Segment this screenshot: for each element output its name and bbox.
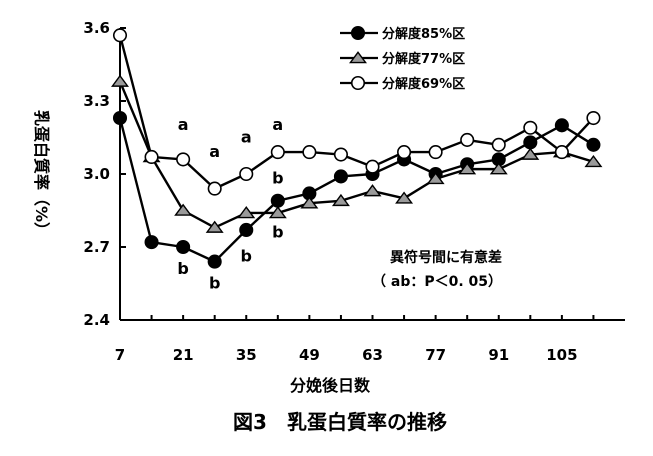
y-ticks: 2.4 2.7 3.0 3.3 3.6 xyxy=(83,19,126,329)
series-3-point xyxy=(333,147,348,162)
significance-note-line-2: （ ab：P＜0. 05） xyxy=(372,274,502,290)
series-1-point xyxy=(239,222,254,238)
series-3-line xyxy=(118,34,595,190)
series-3-point xyxy=(239,166,254,182)
series-2-point xyxy=(268,206,287,219)
x-tick-label: 91 xyxy=(488,346,509,364)
series-3 xyxy=(112,28,601,196)
series-1-point xyxy=(270,193,285,208)
y-tick-label: 3.0 xyxy=(83,165,110,183)
series-1 xyxy=(112,110,601,269)
significance-letter: a xyxy=(272,115,283,134)
figure-caption: 図3 乳蛋白質率の推移 xyxy=(233,410,447,434)
significance-letter: a xyxy=(178,115,189,134)
x-tick-label: 49 xyxy=(299,346,320,364)
series-2-point xyxy=(521,147,540,160)
series-3-point xyxy=(207,181,222,196)
significance-letter: b xyxy=(177,259,188,278)
y-tick-label: 3.6 xyxy=(83,19,110,37)
series-2-point xyxy=(237,206,256,219)
series-2-point xyxy=(111,74,129,87)
series-1-point xyxy=(554,118,569,133)
legend-marker xyxy=(350,25,366,41)
x-tick-label: 63 xyxy=(362,346,383,364)
significance-letter: a xyxy=(241,127,252,146)
series-1-line xyxy=(118,117,595,263)
legend-label: 分解度85%区 xyxy=(382,26,465,42)
series-1-point xyxy=(207,254,222,269)
series-2-point xyxy=(331,193,350,207)
series-2-point xyxy=(300,196,319,209)
y-tick-label: 2.7 xyxy=(83,238,110,256)
series-3-point xyxy=(270,145,285,160)
x-tick-label: 77 xyxy=(425,346,446,364)
annotation-layer: a a a a b b b b b xyxy=(177,115,283,292)
series-1-point xyxy=(176,239,191,255)
series-3-point xyxy=(554,145,569,160)
series-3-point xyxy=(144,149,159,165)
series-2-point xyxy=(458,162,477,175)
series-2-point xyxy=(395,191,414,204)
series-3-point xyxy=(397,145,412,160)
series-3-point xyxy=(460,132,475,147)
legend-marker xyxy=(349,51,367,64)
series-2-point xyxy=(363,184,382,197)
series-2-point xyxy=(174,203,193,216)
series-2-point xyxy=(426,171,445,185)
legend-label: 分解度69%区 xyxy=(382,76,465,92)
significance-letter: b xyxy=(272,222,283,241)
x-axis-label: 分娩後日数 xyxy=(290,376,371,395)
significance-note-line-1: 異符号間に有意差 xyxy=(390,249,502,266)
series-3-point xyxy=(491,137,506,152)
legend-marker xyxy=(350,75,366,91)
series-3-point xyxy=(586,110,601,126)
series-1-point xyxy=(144,235,159,250)
series-2-point xyxy=(205,220,224,233)
x-tick-label: 35 xyxy=(236,346,257,364)
series-3-point xyxy=(428,145,443,160)
x-tick-label: 21 xyxy=(173,346,194,364)
x-tick-label: 7 xyxy=(115,346,125,364)
significance-letter: b xyxy=(241,247,252,266)
y-tick-label: 2.4 xyxy=(83,311,110,329)
series-2-point xyxy=(584,154,603,168)
series-1-point xyxy=(523,135,538,150)
series-3-point xyxy=(365,159,380,174)
series-3-point xyxy=(302,145,317,160)
legend-label: 分解度77%区 xyxy=(382,51,465,67)
series-2-point xyxy=(489,162,508,175)
x-tick-label: 105 xyxy=(546,346,577,364)
series-3-point xyxy=(176,152,191,167)
series-2 xyxy=(111,74,603,233)
significance-letter: b xyxy=(209,273,220,292)
series-layer xyxy=(111,28,603,269)
series-1-point xyxy=(586,137,601,152)
series-2-line xyxy=(118,81,594,229)
series-1-point xyxy=(112,110,128,126)
series-3-point xyxy=(523,120,538,135)
significance-letter: b xyxy=(272,169,283,188)
series-3-point xyxy=(112,28,128,43)
y-axis-label: 乳蛋白質率（%） xyxy=(32,110,51,238)
y-tick-label: 3.3 xyxy=(83,92,110,110)
series-1-point xyxy=(333,169,348,184)
significance-letter: a xyxy=(209,142,220,161)
x-ticks: 7 21 35 49 63 77 91 105 xyxy=(115,315,595,364)
